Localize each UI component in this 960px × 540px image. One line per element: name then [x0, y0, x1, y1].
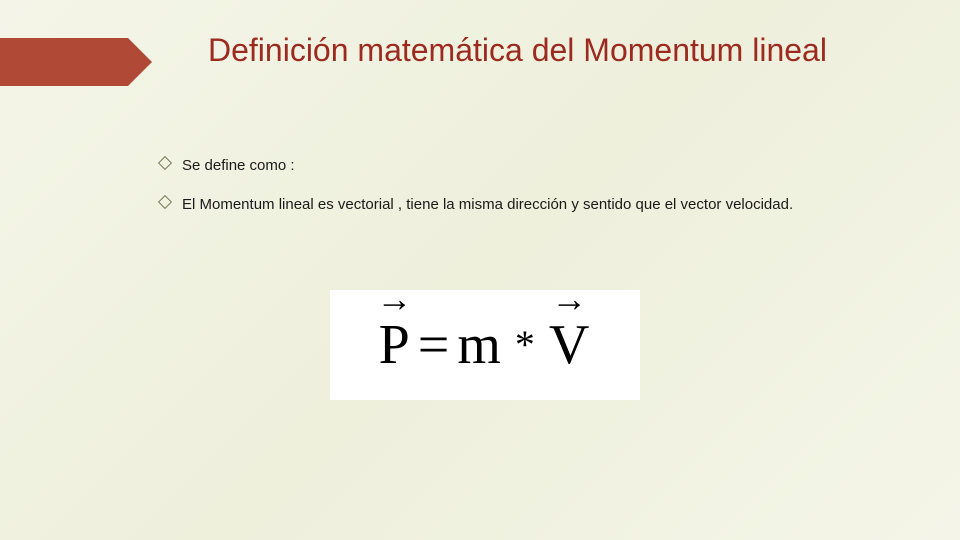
formula-m: m	[457, 317, 503, 373]
bullet-diamond-icon	[158, 195, 172, 209]
formula-box: → P = m * → V	[330, 290, 640, 400]
accent-bar	[0, 38, 128, 86]
bullet-text: El Momentum lineal es vectorial , tiene …	[182, 196, 793, 213]
list-item: Se define como :	[160, 155, 900, 176]
bullet-diamond-icon	[158, 156, 172, 170]
formula-mult: *	[515, 325, 537, 365]
formula-rhs-vector: → V	[549, 317, 591, 373]
formula-lhs-vector: → P	[379, 317, 412, 373]
formula: → P = m * → V	[379, 317, 592, 373]
page-title: Definición matemática del Momentum linea…	[208, 30, 908, 70]
formula-rhs: V	[549, 314, 591, 376]
formula-lhs: P	[379, 314, 412, 376]
bullet-text: Se define como :	[182, 157, 295, 174]
bullet-list: Se define como : El Momentum lineal es v…	[160, 155, 900, 233]
list-item: El Momentum lineal es vectorial , tiene …	[160, 194, 900, 215]
formula-eq: =	[418, 317, 452, 373]
